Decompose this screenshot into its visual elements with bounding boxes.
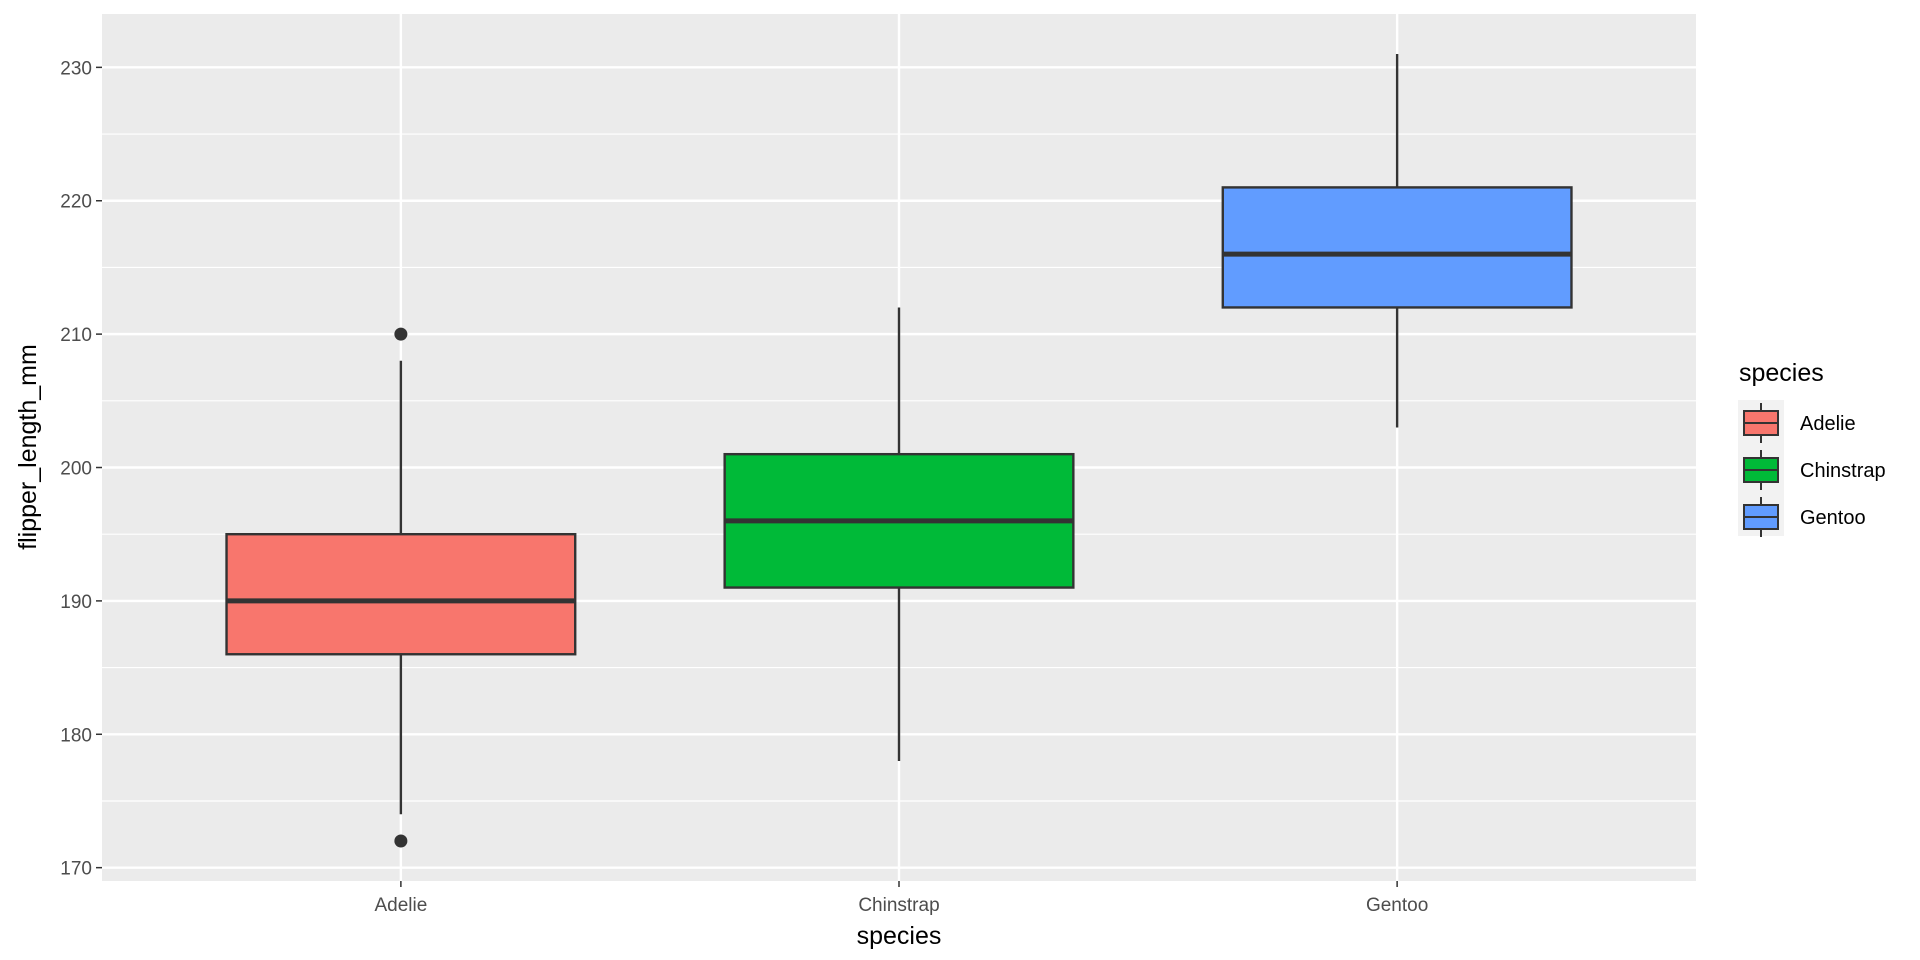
y-tick-label: 200 bbox=[60, 459, 92, 480]
y-tick-label: 180 bbox=[60, 725, 92, 746]
outlier-point bbox=[394, 327, 408, 341]
y-axis-ticks: 170 180 190 200 210 220 230 bbox=[60, 58, 102, 880]
legend-label: Chinstrap bbox=[1800, 460, 1886, 482]
y-tick-label: 190 bbox=[60, 592, 92, 613]
legend-label: Gentoo bbox=[1800, 507, 1866, 529]
x-tick-label: Gentoo bbox=[1366, 895, 1428, 916]
x-axis-ticks: Adelie Chinstrap Gentoo bbox=[374, 881, 1428, 916]
box-gentoo bbox=[1221, 54, 1573, 428]
outlier-point bbox=[394, 834, 408, 848]
y-axis-title: flipper_length_mm bbox=[14, 344, 42, 550]
x-axis-title: species bbox=[857, 922, 942, 950]
y-tick-label: 230 bbox=[60, 58, 92, 79]
box-group bbox=[225, 54, 1573, 848]
legend-label: Adelie bbox=[1800, 413, 1856, 435]
y-tick-label: 210 bbox=[60, 325, 92, 346]
legend-title: species bbox=[1739, 359, 1824, 387]
box-adelie bbox=[225, 327, 577, 848]
y-tick-label: 170 bbox=[60, 859, 92, 880]
y-tick-label: 220 bbox=[60, 192, 92, 213]
legend: species Adelie Chinstrap Gentoo bbox=[1738, 359, 1886, 537]
box-iqr bbox=[225, 533, 577, 656]
box-iqr bbox=[1221, 186, 1573, 309]
x-tick-label: Adelie bbox=[374, 895, 427, 916]
x-tick-label: Chinstrap bbox=[858, 895, 939, 916]
box-chinstrap bbox=[723, 307, 1075, 761]
